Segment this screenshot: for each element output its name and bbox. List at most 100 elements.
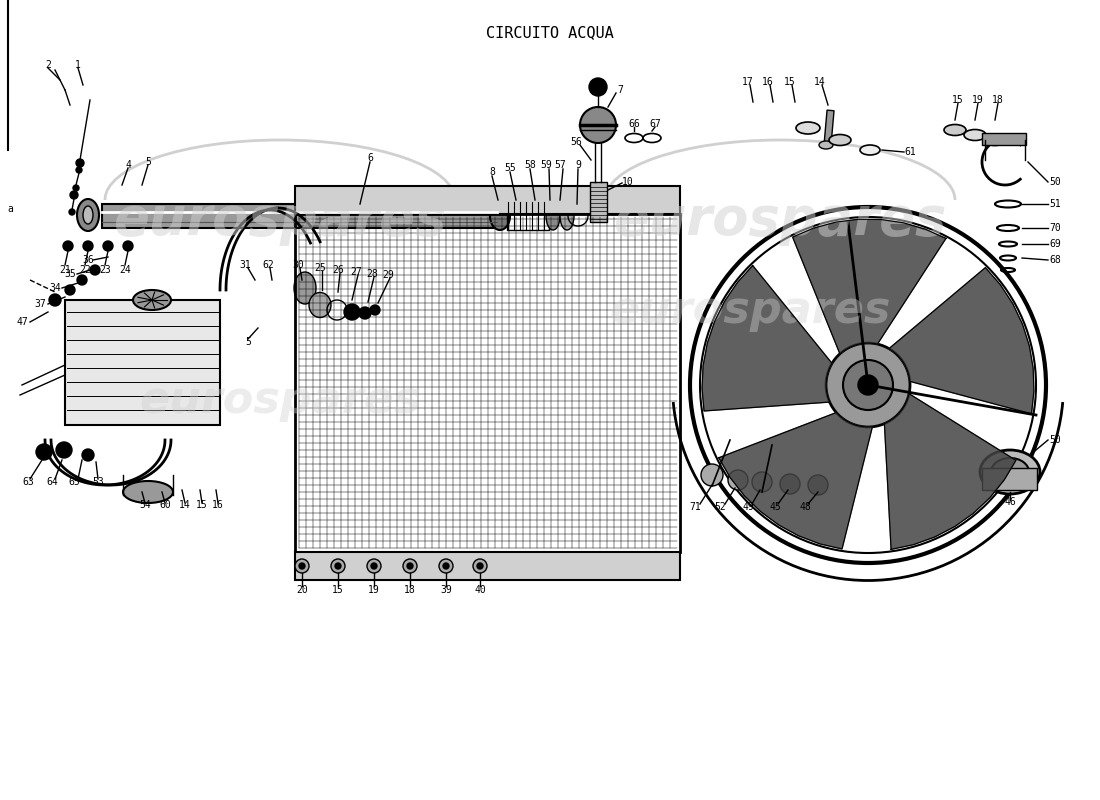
Circle shape [76,167,82,173]
Text: 29: 29 [382,270,394,280]
Text: 66: 66 [628,119,640,129]
Text: 2: 2 [45,60,51,70]
Bar [824,110,834,146]
Polygon shape [702,266,832,411]
Text: eurospares: eurospares [140,378,420,422]
Ellipse shape [133,290,170,310]
Circle shape [752,472,772,492]
Text: 4: 4 [125,160,131,170]
Text: CIRCUITO ACQUA: CIRCUITO ACQUA [486,25,614,40]
Text: 25: 25 [315,263,326,273]
Text: 50: 50 [1049,435,1060,445]
Text: 14: 14 [179,500,191,510]
Circle shape [780,474,800,494]
Bar [295,214,680,552]
Polygon shape [889,268,1034,414]
Circle shape [359,307,371,319]
Circle shape [843,360,893,410]
Text: 57: 57 [554,160,565,170]
Ellipse shape [860,145,880,155]
Text: 7: 7 [617,85,623,95]
Circle shape [336,563,341,569]
Ellipse shape [546,202,560,230]
Text: 28: 28 [366,269,378,279]
Text: 16: 16 [762,77,774,87]
Ellipse shape [309,293,331,318]
Ellipse shape [77,199,99,231]
Text: 20: 20 [296,585,308,595]
Text: 26: 26 [332,265,344,275]
Circle shape [403,559,417,573]
Circle shape [77,275,87,285]
Text: 50: 50 [1049,177,1060,187]
Text: eurospares: eurospares [614,194,947,246]
Polygon shape [793,219,946,354]
Circle shape [344,304,360,320]
Text: 22: 22 [79,265,91,275]
Circle shape [371,563,377,569]
Circle shape [63,241,73,251]
Text: 62: 62 [262,260,274,270]
Text: 54: 54 [139,500,151,510]
Text: 61: 61 [904,147,916,157]
Text: 17: 17 [742,77,754,87]
Text: 21: 21 [59,265,70,275]
Text: 15: 15 [953,95,964,105]
Text: 52: 52 [714,502,726,512]
Text: 1: 1 [75,60,81,70]
Bar [295,552,680,580]
Ellipse shape [490,202,510,230]
Circle shape [808,475,828,495]
Text: 58: 58 [524,160,536,170]
Circle shape [82,241,94,251]
Circle shape [123,241,133,251]
Text: a: a [7,204,13,214]
Text: 71: 71 [689,502,701,512]
Ellipse shape [82,206,94,224]
Ellipse shape [944,125,966,135]
Ellipse shape [991,458,1028,486]
Bar [102,204,497,228]
Text: 8: 8 [490,167,495,177]
Text: 6: 6 [367,153,373,163]
Circle shape [588,78,607,96]
Circle shape [477,563,483,569]
Text: 60: 60 [160,500,170,510]
Text: 45: 45 [769,502,781,512]
Text: 39: 39 [440,585,452,595]
Text: 30: 30 [293,260,304,270]
Circle shape [70,191,78,199]
Bar [982,468,1037,490]
Text: 48: 48 [799,502,811,512]
Circle shape [858,375,878,395]
Circle shape [56,442,72,458]
Text: 16: 16 [212,500,224,510]
Circle shape [407,563,412,569]
Circle shape [370,305,379,315]
Text: 56: 56 [570,137,582,147]
Ellipse shape [984,134,1006,146]
Ellipse shape [123,481,173,503]
Text: eurospares: eurospares [609,289,891,331]
Text: 27: 27 [350,267,362,277]
Bar [590,182,607,222]
Text: 15: 15 [784,77,796,87]
Text: 36: 36 [82,255,94,265]
Ellipse shape [796,122,820,134]
Text: 9: 9 [575,160,581,170]
Circle shape [82,449,94,461]
Circle shape [701,464,723,486]
Text: 64: 64 [46,477,58,487]
Circle shape [65,285,75,295]
Ellipse shape [294,272,316,304]
Circle shape [728,470,748,490]
Text: 70: 70 [1049,223,1060,233]
Text: 53: 53 [92,477,103,487]
Text: 35: 35 [64,269,76,279]
Circle shape [73,185,79,191]
Text: 24: 24 [119,265,131,275]
Text: 68: 68 [1049,255,1060,265]
Circle shape [36,444,52,460]
Circle shape [367,559,381,573]
Text: 59: 59 [540,160,552,170]
